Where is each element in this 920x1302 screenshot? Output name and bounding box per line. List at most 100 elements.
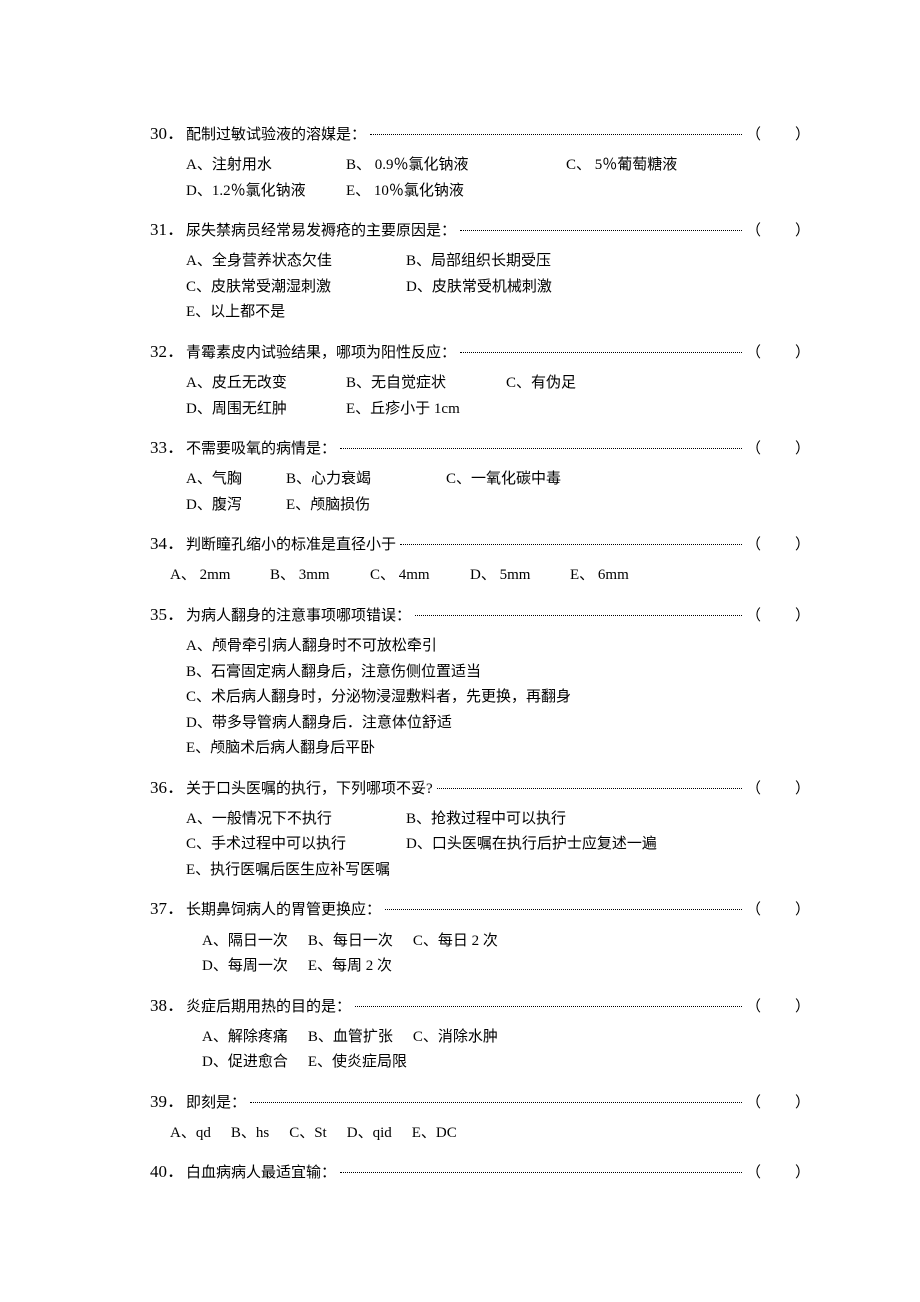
option-row: C、手术过程中可以执行 D、口头医嘱在执行后护士应复述一遍 [186, 832, 810, 858]
option-text: 每周 2 次 [332, 958, 392, 974]
option-label: A、 [186, 375, 212, 391]
option-item: E、每周 2 次 [308, 954, 392, 980]
option-item: C、 4mm [370, 563, 450, 589]
option-text: 术后病人翻身时，分泌物浸湿敷料者，先更换，再翻身 [211, 689, 571, 705]
option-item: C、手术过程中可以执行 [186, 832, 386, 858]
leader-dots [460, 352, 742, 353]
question-options: A、解除疼痛B、血管扩张C、消除水肿D、促进愈合E、使炎症局限 [150, 1025, 810, 1076]
option-row: A、皮丘无改变B、无自觉症状C、有伪足 [186, 371, 810, 397]
option-label: A、 [186, 253, 212, 269]
option-text: 2mm [196, 567, 231, 583]
option-label: B、 [186, 664, 211, 680]
option-item: D、 5mm [470, 563, 550, 589]
option-item: D、口头医嘱在执行后护士应复述一遍 [406, 832, 657, 858]
option-item: C、消除水肿 [413, 1025, 498, 1051]
question-options: A、颅骨牵引病人翻身时不可放松牵引B、石膏固定病人翻身后，注意伤侧位置适当C、术… [150, 634, 810, 762]
answer-paren-close: ） [795, 1091, 810, 1115]
option-label: B、 [346, 157, 371, 173]
option-row: A、注射用水B、 0.9％氯化钠液C、 5％葡萄糖液 [186, 153, 810, 179]
answer-paren-close: ） [795, 219, 810, 243]
option-item: E、颅脑术后病人翻身后平卧 [186, 736, 375, 762]
option-row: A、qdB、hsC、StD、qidE、DC [170, 1121, 810, 1147]
answer-paren-close: ） [795, 898, 810, 922]
answer-paren-open: （ [746, 995, 761, 1019]
option-item: E、丘疹小于 1cm [346, 397, 486, 423]
option-label: B、 [308, 933, 333, 949]
question: 36．关于口头医嘱的执行，下列哪项不妥?（）A、一般情况下不执行B、抢救过程中可… [150, 774, 810, 884]
question-number: 32． [150, 338, 184, 365]
option-label: A、 [186, 471, 212, 487]
question-stem: 即刻是： [186, 1091, 246, 1115]
option-text: hs [256, 1125, 269, 1141]
option-item: B、 0.9％氯化钠液 [346, 153, 546, 179]
option-item: A、颅骨牵引病人翻身时不可放松牵引 [186, 634, 437, 660]
question-options: A、皮丘无改变B、无自觉症状C、有伪足D、周围无红肿E、丘疹小于 1cm [150, 371, 810, 422]
answer-paren-open: （ [746, 341, 761, 365]
option-text: 消除水肿 [438, 1029, 498, 1045]
question-stem-wrap: 关于口头医嘱的执行，下列哪项不妥?（ [186, 777, 761, 801]
option-label: E、 [186, 862, 210, 878]
option-label: C、 [446, 471, 471, 487]
answer-paren-close: ） [795, 1161, 810, 1185]
question-stem: 尿失禁病员经常易发褥疮的主要原因是： [186, 219, 456, 243]
question-stem-wrap: 即刻是：（ [186, 1091, 761, 1115]
question: 38．炎症后期用热的目的是：（）A、解除疼痛B、血管扩张C、消除水肿D、促进愈合… [150, 992, 810, 1076]
questions-container: 30．配制过敏试验液的溶媒是：（）A、注射用水B、 0.9％氯化钠液C、 5％葡… [150, 120, 810, 1186]
option-label: C、 [186, 279, 211, 295]
option-text: St [314, 1125, 327, 1141]
question-stem: 白血病病人最适宜输： [186, 1161, 336, 1185]
option-label: E、 [346, 183, 370, 199]
exam-page: 30．配制过敏试验液的溶媒是：（）A、注射用水B、 0.9％氯化钠液C、 5％葡… [0, 0, 920, 1258]
option-item: A、隔日一次 [202, 929, 288, 955]
answer-paren-open: （ [746, 533, 761, 557]
question-options: A、一般情况下不执行B、抢救过程中可以执行C、手术过程中可以执行D、口头医嘱在执… [150, 807, 810, 884]
option-row: D、腹泻E、颅脑损伤 [186, 493, 810, 519]
option-item: E、颅脑损伤 [286, 493, 426, 519]
option-item: D、皮肤常受机械刺激 [406, 275, 606, 301]
question-line: 37．长期鼻饲病人的胃管更换应：（） [150, 895, 810, 922]
option-row: A、隔日一次B、每日一次C、每日 2 次 [202, 929, 810, 955]
option-row: D、1.2％氯化钠液 E、 10％氯化钠液 [186, 179, 810, 205]
option-item: D、qid [347, 1121, 392, 1147]
option-item: D、1.2％氯化钠液 [186, 179, 326, 205]
option-item: A、注射用水 [186, 153, 326, 179]
question-line: 33．不需要吸氧的病情是：（） [150, 434, 810, 461]
option-row: A、气胸B、心力衰竭C、一氧化碳中毒 [186, 467, 810, 493]
question-number: 37． [150, 895, 184, 922]
question-number: 35． [150, 601, 184, 628]
answer-paren-close: ） [795, 341, 810, 365]
option-item: C、术后病人翻身时，分泌物浸湿敷料者，先更换，再翻身 [186, 685, 571, 711]
option-label: C、 [413, 933, 438, 949]
question: 37．长期鼻饲病人的胃管更换应：（）A、隔日一次B、每日一次C、每日 2 次D、… [150, 895, 810, 979]
question-stem-wrap: 配制过敏试验液的溶媒是：（ [186, 123, 761, 147]
option-text: qid [373, 1125, 392, 1141]
option-text: 心力衰竭 [311, 471, 371, 487]
option-item: A、皮丘无改变 [186, 371, 326, 397]
option-item: A、qd [170, 1121, 211, 1147]
leader-dots [385, 909, 742, 910]
question-stem: 长期鼻饲病人的胃管更换应： [186, 898, 381, 922]
option-row: D、带多导管病人翻身后．注意体位舒适 [186, 711, 810, 737]
answer-paren-open: （ [746, 1161, 761, 1185]
option-label: E、 [346, 401, 370, 417]
option-text: 注射用水 [212, 157, 272, 173]
option-row: E、执行医嘱后医生应补写医嘱 [186, 858, 810, 884]
option-text: DC [436, 1125, 457, 1141]
leader-dots [340, 448, 742, 449]
option-label: D、 [406, 279, 432, 295]
option-item: B、心力衰竭 [286, 467, 426, 493]
option-label: E、 [308, 958, 332, 974]
question-line: 34．判断瞳孔缩小的标准是直径小于（） [150, 530, 810, 557]
option-text: 每周一次 [228, 958, 288, 974]
question-options: A、隔日一次B、每日一次C、每日 2 次D、每周一次E、每周 2 次 [150, 929, 810, 980]
option-text: 10％氯化钠液 [370, 183, 464, 199]
option-item: B、血管扩张 [308, 1025, 393, 1051]
option-item: B、hs [231, 1121, 269, 1147]
question-number: 38． [150, 992, 184, 1019]
answer-paren-close: ） [795, 995, 810, 1019]
question-line: 35．为病人翻身的注意事项哪项错误：（） [150, 601, 810, 628]
question-number: 33． [150, 434, 184, 461]
option-label: C、 [566, 157, 591, 173]
option-text: 皮肤常受潮湿刺激 [211, 279, 331, 295]
option-item: E、 10％氯化钠液 [346, 179, 486, 205]
